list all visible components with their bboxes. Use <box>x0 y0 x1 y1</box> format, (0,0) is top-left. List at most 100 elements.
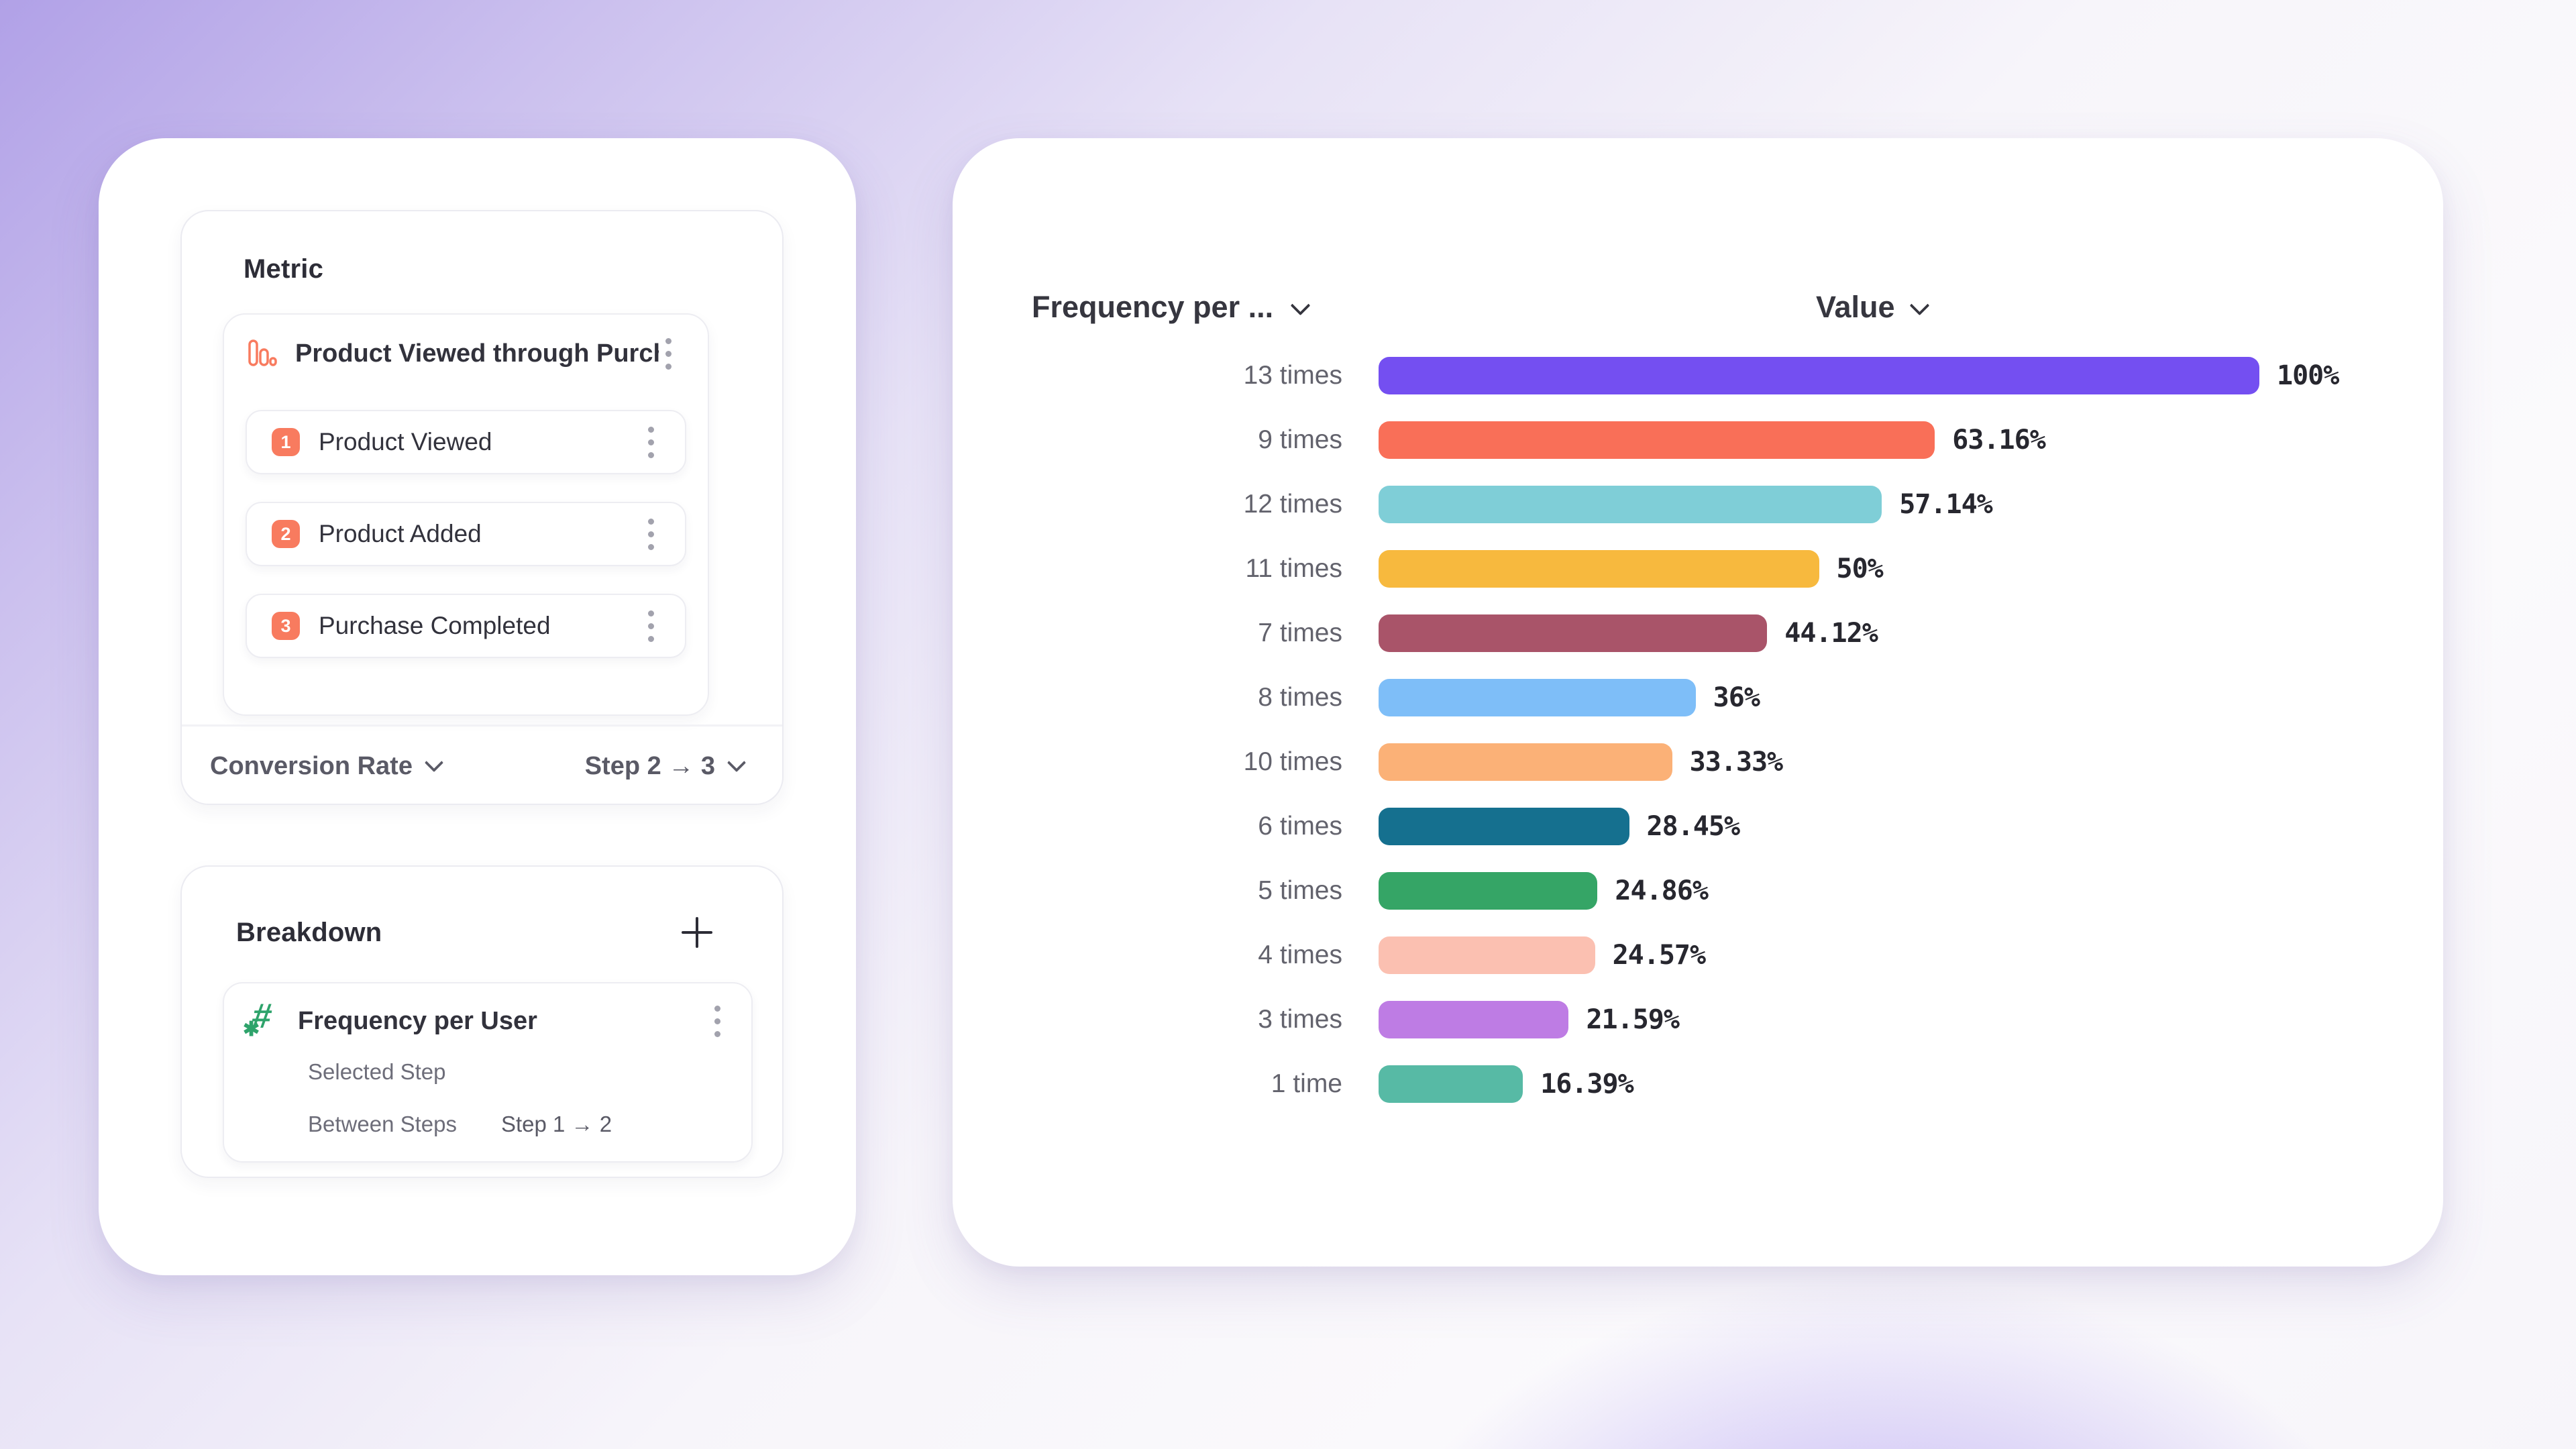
conversion-rate-label: Conversion Rate <box>210 751 413 780</box>
category-column-label: Frequency per ... <box>1032 290 1274 324</box>
breakdown-header: Breakdown <box>236 915 712 950</box>
bar[interactable] <box>1379 1065 1523 1103</box>
breakdown-item-card[interactable]: # ✱ Frequency per User Selected Step Bet… <box>223 982 753 1163</box>
bar-value-label: 33.33% <box>1689 747 1783 777</box>
bar-row: 3 times 21.59% <box>953 987 2443 1052</box>
chevron-down-icon <box>1290 295 1311 315</box>
bar-row: 9 times 63.16% <box>953 408 2443 472</box>
metric-panel-divider <box>182 724 782 727</box>
step-range-label: Step 2 → 3 <box>584 751 715 780</box>
between-steps-label: Between Steps <box>308 1112 457 1136</box>
bar-category-label: 7 times <box>1258 619 1342 647</box>
metric-panel-title: Metric <box>244 254 324 284</box>
bar[interactable] <box>1379 743 1672 781</box>
step-label: Product Viewed <box>319 428 492 455</box>
bar-row: 12 times 57.14% <box>953 472 2443 537</box>
bar-category-label: 11 times <box>1245 554 1343 583</box>
value-column-label: Value <box>1816 290 1895 324</box>
bar-row: 10 times 33.33% <box>953 730 2443 794</box>
kebab-menu-icon[interactable] <box>708 1000 727 1042</box>
kebab-menu-icon[interactable] <box>659 333 678 375</box>
bar-row: 13 times 100% <box>953 343 2443 408</box>
bar-row: 6 times 28.45% <box>953 794 2443 859</box>
breakdown-panel: Breakdown # ✱ Frequency per User Selecte… <box>180 865 784 1178</box>
kebab-menu-icon[interactable] <box>641 421 661 464</box>
bar-value-label: 57.14% <box>1899 489 1992 520</box>
bar[interactable] <box>1379 550 1819 588</box>
funnel-step[interactable]: 1 Product Viewed <box>246 410 686 474</box>
bar-category-label: 3 times <box>1258 1005 1342 1034</box>
chevron-down-icon <box>424 753 444 773</box>
bar-value-label: 63.16% <box>1952 425 2045 455</box>
selected-step-label: Selected Step <box>308 1059 446 1084</box>
bar-chart: 13 times 100% 9 times 63.16% 12 times 57… <box>953 343 2443 1116</box>
step-label: Purchase Completed <box>319 612 551 639</box>
funnel-metric-card: Product Viewed through Purch... 1 Produc… <box>223 313 709 716</box>
kebab-menu-icon[interactable] <box>641 513 661 555</box>
conversion-rate-dropdown[interactable]: Conversion Rate <box>210 751 444 781</box>
step-number-badge: 3 <box>272 612 300 640</box>
bar-value-label: 24.57% <box>1612 940 1706 971</box>
query-builder-card: Metric Product Viewed through Purch... <box>99 138 856 1275</box>
bar-row: 8 times 36% <box>953 665 2443 730</box>
add-breakdown-button[interactable] <box>682 917 712 948</box>
bar-row: 7 times 44.12% <box>953 601 2443 665</box>
funnel-metric-header[interactable]: Product Viewed through Purch... <box>224 315 708 392</box>
bar[interactable] <box>1379 808 1629 845</box>
chart-header: Frequency per ... Value <box>953 290 2443 330</box>
chart-card: Frequency per ... Value 13 times 100% 9 … <box>953 138 2443 1267</box>
chevron-down-icon <box>727 753 747 773</box>
breakdown-item-row: # ✱ Frequency per User <box>243 997 727 1045</box>
bar[interactable] <box>1379 872 1598 910</box>
bar-category-label: 13 times <box>1243 361 1342 390</box>
bar[interactable] <box>1379 486 1882 523</box>
bar[interactable] <box>1379 357 2259 394</box>
bar[interactable] <box>1379 614 1768 652</box>
funnel-step[interactable]: 2 Product Added <box>246 502 686 566</box>
bar-category-label: 4 times <box>1258 941 1342 969</box>
bar-value-label: 50% <box>1836 553 1884 584</box>
bar-value-label: 100% <box>2277 360 2339 391</box>
bar-category-label: 5 times <box>1258 876 1342 905</box>
bar-row: 11 times 50% <box>953 537 2443 601</box>
bar-value-label: 28.45% <box>1646 811 1740 842</box>
funnel-step-list: 1 Product Viewed 2 Product Added 3 <box>246 410 686 658</box>
breakdown-panel-title: Breakdown <box>236 917 382 947</box>
between-steps-value: Step 1 → 2 <box>500 1112 612 1136</box>
breakdown-item-title: Frequency per User <box>298 1006 537 1035</box>
bar[interactable] <box>1379 936 1595 974</box>
bar-value-label: 21.59% <box>1586 1004 1679 1035</box>
metric-footer: Conversion Rate Step 2 → 3 <box>210 743 747 790</box>
bar-category-label: 9 times <box>1258 425 1342 454</box>
metric-panel: Metric Product Viewed through Purch... <box>180 210 784 805</box>
funnel-metric-title: Product Viewed through Purch... <box>295 339 659 368</box>
hash-sparkle-icon: # ✱ <box>243 997 274 1040</box>
step-label: Product Added <box>319 520 482 547</box>
chevron-down-icon <box>1909 295 1929 315</box>
bar-value-label: 16.39% <box>1540 1069 1633 1099</box>
bar[interactable] <box>1379 679 1696 716</box>
bar-chart-icon <box>248 339 277 366</box>
bar-category-label: 6 times <box>1258 812 1342 841</box>
category-column-dropdown[interactable]: Frequency per ... <box>1032 290 1311 325</box>
bar-value-label: 24.86% <box>1615 875 1708 906</box>
step-number-badge: 2 <box>272 520 300 548</box>
value-column-dropdown[interactable]: Value <box>1816 290 1929 325</box>
between-steps-row: Between Steps Step 1 → 2 <box>308 1112 612 1137</box>
bar-value-label: 36% <box>1713 682 1760 713</box>
bar-row: 5 times 24.86% <box>953 859 2443 923</box>
funnel-step[interactable]: 3 Purchase Completed <box>246 594 686 658</box>
bar-category-label: 1 time <box>1271 1069 1342 1098</box>
step-number-badge: 1 <box>272 428 300 456</box>
bar-row: 4 times 24.57% <box>953 923 2443 987</box>
bar-category-label: 10 times <box>1243 747 1342 776</box>
bar[interactable] <box>1379 1001 1569 1038</box>
bar[interactable] <box>1379 421 1935 459</box>
bar-value-label: 44.12% <box>1784 618 1878 649</box>
step-range-dropdown[interactable]: Step 2 → 3 <box>584 751 747 781</box>
bar-row: 1 time 16.39% <box>953 1052 2443 1116</box>
kebab-menu-icon[interactable] <box>641 605 661 647</box>
bar-category-label: 12 times <box>1243 490 1342 519</box>
bar-category-label: 8 times <box>1258 683 1342 712</box>
